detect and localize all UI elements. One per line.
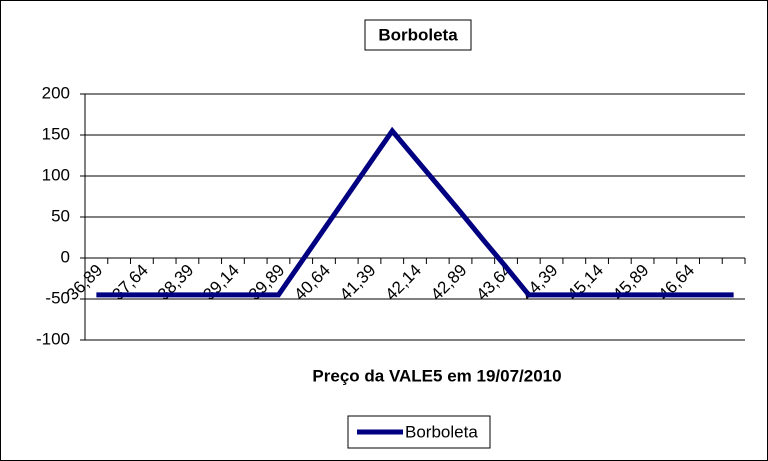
x-axis-title: Preço da VALE5 em 19/07/2010 <box>312 366 561 385</box>
y-tick-label: 0 <box>61 247 70 266</box>
title-box <box>364 19 472 51</box>
y-tick-label: -50 <box>45 288 70 307</box>
y-tick-label: -100 <box>36 329 70 348</box>
y-tick-label: 150 <box>42 124 70 143</box>
legend-label: Borboleta <box>405 422 478 441</box>
y-tick-label: 100 <box>42 165 70 184</box>
y-tick-label: 50 <box>51 206 70 225</box>
data-line <box>96 126 734 298</box>
chart-title: Borboleta <box>378 25 458 44</box>
y-tick-label: 200 <box>42 83 70 102</box>
